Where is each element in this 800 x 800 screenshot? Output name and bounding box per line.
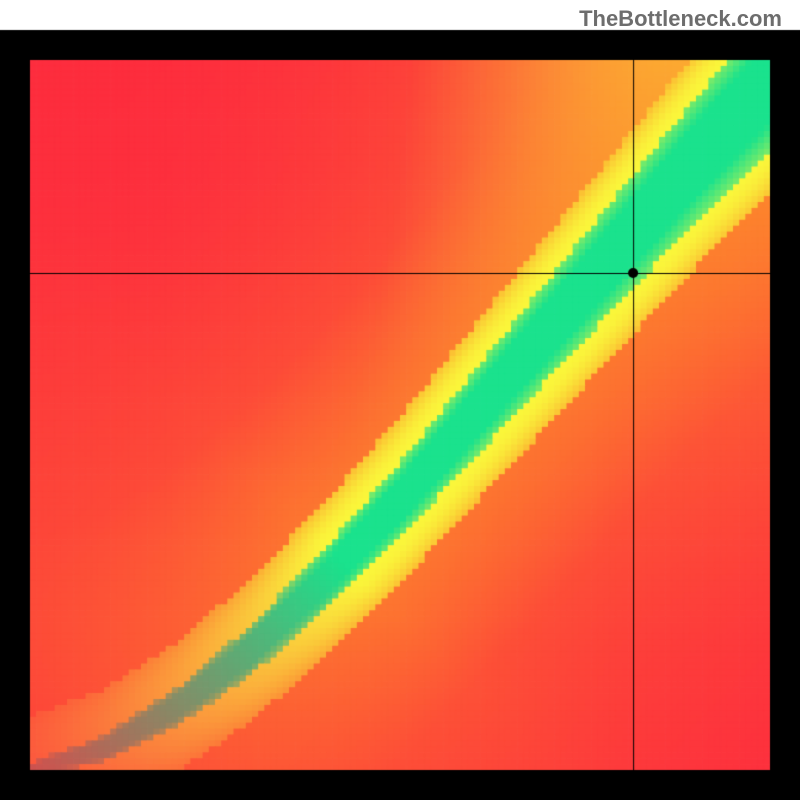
watermark-text: TheBottleneck.com <box>579 6 782 32</box>
bottleneck-heatmap <box>0 0 800 800</box>
